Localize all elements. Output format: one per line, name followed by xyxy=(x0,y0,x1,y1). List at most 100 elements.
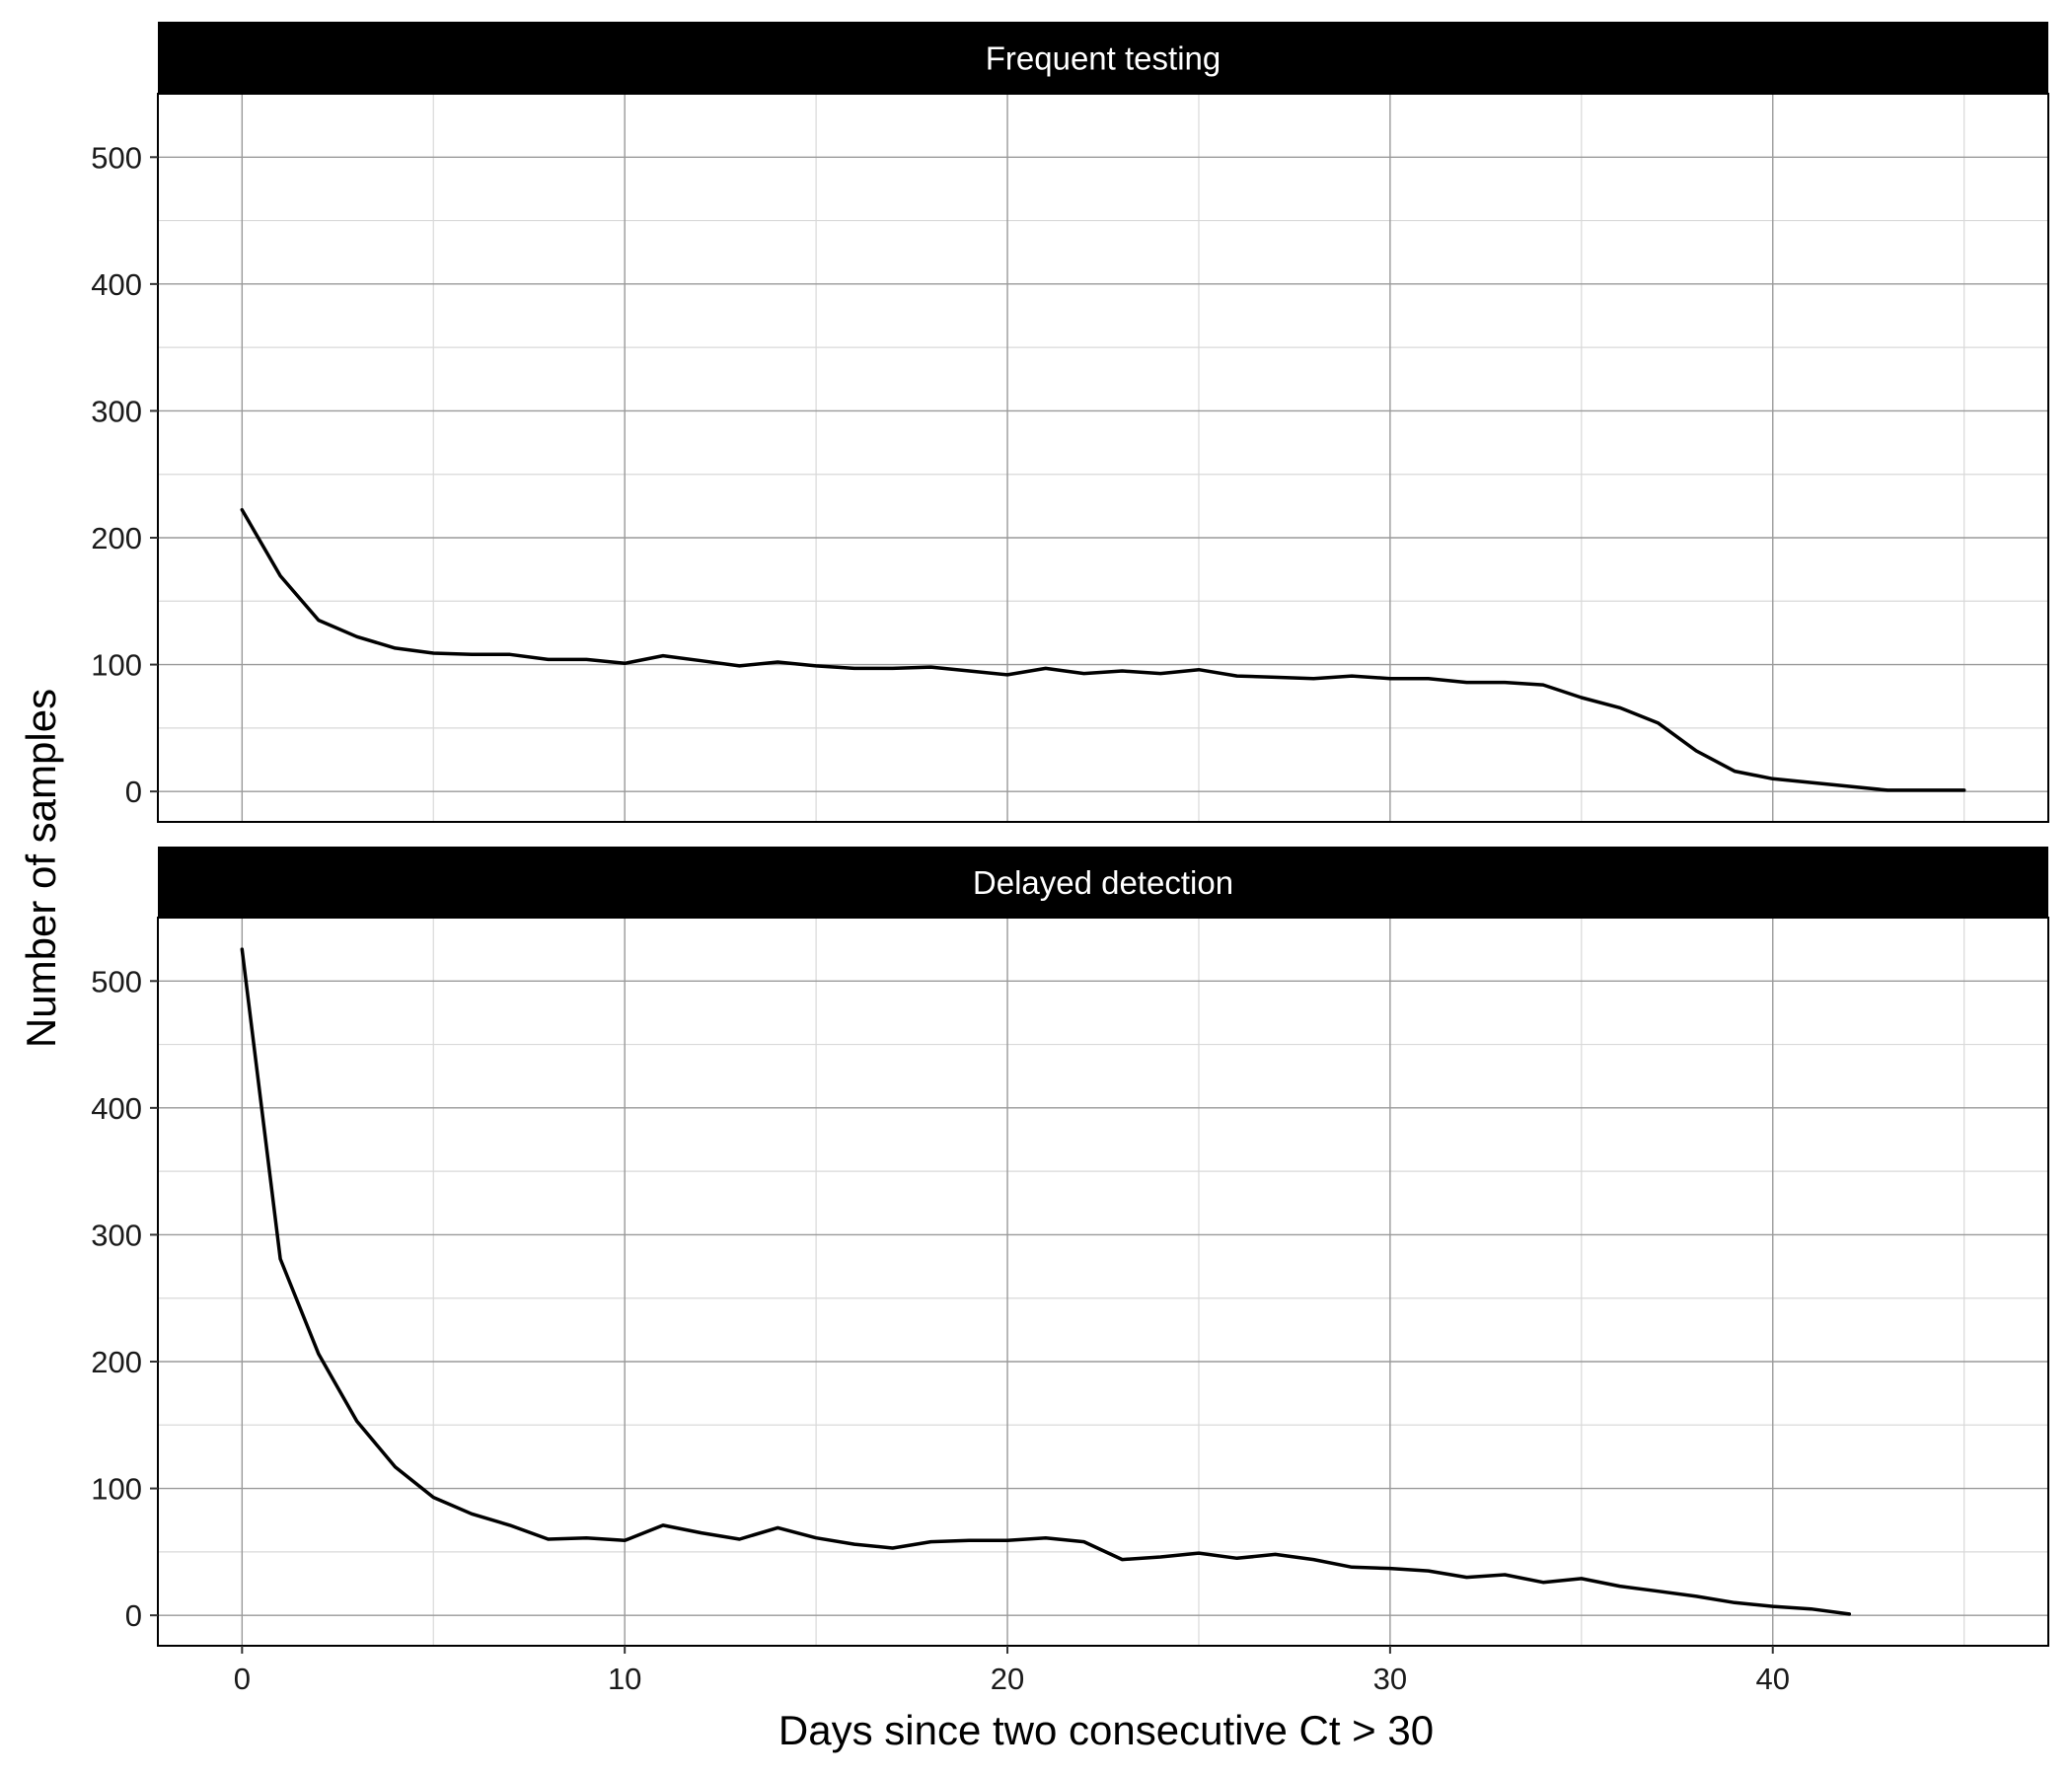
data-point xyxy=(1464,1576,1468,1580)
data-point xyxy=(1694,1594,1698,1598)
data-point xyxy=(470,652,474,656)
facet-strip-label: Delayed detection xyxy=(973,864,1233,901)
data-point xyxy=(661,654,665,658)
data-point xyxy=(1427,677,1431,681)
data-point xyxy=(1350,1565,1354,1569)
data-point xyxy=(1886,788,1889,792)
facet-strip xyxy=(158,847,2048,918)
data-point xyxy=(1924,788,1928,792)
data-point xyxy=(1962,788,1966,792)
data-point xyxy=(1733,1600,1737,1604)
x-tick-label: 30 xyxy=(1373,1662,1407,1696)
data-point xyxy=(1656,721,1660,725)
data-point xyxy=(738,1537,742,1541)
x-tick-label: 20 xyxy=(991,1662,1024,1696)
data-point xyxy=(1082,672,1086,676)
data-point xyxy=(1082,1540,1086,1544)
data-point xyxy=(1120,669,1124,673)
data-point xyxy=(1197,1551,1201,1555)
data-point xyxy=(776,660,779,664)
data-point xyxy=(1427,1569,1431,1573)
data-point xyxy=(393,1465,397,1469)
data-point xyxy=(1120,1558,1124,1562)
data-point xyxy=(928,665,932,669)
data-point xyxy=(1235,674,1239,678)
x-tick-label: 10 xyxy=(608,1662,641,1696)
data-point xyxy=(891,1546,895,1550)
panel-background xyxy=(158,94,2048,822)
y-tick-label: 400 xyxy=(91,267,142,302)
data-point xyxy=(700,1531,703,1535)
data-point xyxy=(1810,1607,1813,1611)
x-tick-label: 0 xyxy=(234,1662,251,1696)
data-point xyxy=(470,1512,474,1516)
data-point xyxy=(776,1525,779,1529)
data-point xyxy=(967,669,971,673)
data-point xyxy=(1733,770,1737,774)
data-point xyxy=(1694,749,1698,753)
data-point xyxy=(584,657,588,661)
data-point xyxy=(928,1540,932,1544)
data-point xyxy=(1311,1558,1315,1562)
y-tick-label: 100 xyxy=(91,648,142,683)
data-point xyxy=(1235,1556,1239,1560)
data-point xyxy=(278,574,282,578)
data-point xyxy=(1847,784,1851,788)
data-point xyxy=(547,1537,551,1541)
data-point xyxy=(240,947,244,951)
data-point xyxy=(1618,1585,1622,1589)
data-point xyxy=(547,657,551,661)
data-point xyxy=(1350,674,1354,678)
data-point xyxy=(1044,666,1048,670)
facet-strip xyxy=(158,22,2048,94)
series-line-0 xyxy=(240,507,1966,792)
data-point xyxy=(1274,675,1278,679)
data-point xyxy=(393,646,397,650)
data-point xyxy=(1158,672,1162,676)
data-point xyxy=(814,1536,818,1540)
data-point xyxy=(508,652,512,656)
panel-0: Frequent testing 0 100 200 300 400 500 xyxy=(91,22,2049,823)
data-point xyxy=(584,1536,588,1540)
facet-strip-label: Frequent testing xyxy=(986,40,1221,77)
data-point xyxy=(852,666,856,670)
data-point xyxy=(1618,705,1622,709)
data-point xyxy=(317,619,321,623)
data-point xyxy=(700,659,703,663)
data-point xyxy=(1771,1604,1775,1608)
data-point xyxy=(661,1523,665,1527)
data-point xyxy=(1847,1612,1851,1616)
data-point xyxy=(1197,668,1201,672)
panel-background xyxy=(158,918,2048,1646)
data-point xyxy=(317,1352,321,1356)
data-point xyxy=(1311,677,1315,681)
series-line-1 xyxy=(240,947,1852,1616)
data-point xyxy=(1503,1573,1507,1577)
y-tick-label: 500 xyxy=(91,140,142,175)
panels-layer: Frequent testing0100200300400500Delayed … xyxy=(91,22,2049,1696)
data-point xyxy=(1005,1538,1009,1542)
x-tick-label: 40 xyxy=(1756,1662,1790,1696)
data-point xyxy=(1274,1552,1278,1556)
y-tick-label: 400 xyxy=(91,1091,142,1126)
y-tick-label: 500 xyxy=(91,964,142,999)
y-tick-label: 200 xyxy=(91,1345,142,1379)
data-point xyxy=(508,1523,512,1527)
y-tick-label: 0 xyxy=(125,1598,142,1633)
x-axis-title: Days since two consecutive Ct > 30 xyxy=(778,1707,1434,1753)
panel-1: Delayed detection 0 100 200 300 400 500 0 10 20 30… xyxy=(91,847,2049,1696)
data-point xyxy=(623,1538,627,1542)
y-tick-label: 0 xyxy=(125,775,142,809)
data-point xyxy=(355,634,359,638)
y-tick-label: 100 xyxy=(91,1472,142,1507)
data-point xyxy=(1388,1567,1392,1571)
data-point xyxy=(1541,1581,1545,1585)
data-point xyxy=(814,664,818,668)
data-point xyxy=(1656,1590,1660,1593)
data-point xyxy=(1464,681,1468,685)
data-point xyxy=(1158,1555,1162,1559)
data-point xyxy=(852,1542,856,1546)
y-tick-label: 300 xyxy=(91,394,142,428)
data-point xyxy=(1580,696,1584,700)
